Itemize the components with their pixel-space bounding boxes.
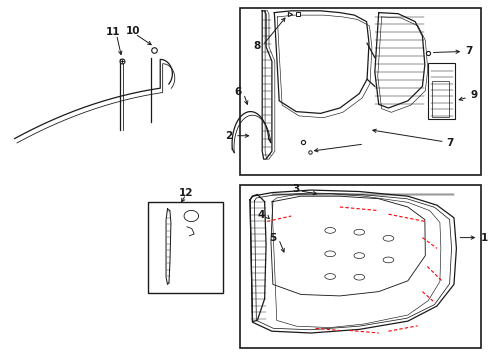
Bar: [240, 8, 480, 175]
Text: 11: 11: [105, 27, 120, 37]
Text: 12: 12: [179, 188, 193, 198]
Text: 7: 7: [464, 46, 471, 57]
Text: 1: 1: [480, 233, 487, 243]
Text: 5: 5: [269, 233, 276, 243]
Bar: [427, 63, 454, 119]
Text: 2: 2: [225, 131, 232, 141]
Text: 9: 9: [469, 90, 476, 100]
Text: 4: 4: [257, 210, 264, 220]
Bar: [148, 202, 223, 293]
Text: 6: 6: [234, 87, 241, 97]
Text: 10: 10: [126, 26, 141, 36]
Bar: [431, 81, 448, 117]
Bar: [240, 185, 480, 348]
Text: 3: 3: [291, 184, 299, 194]
Text: 8: 8: [253, 41, 260, 51]
Text: 7: 7: [446, 138, 453, 148]
